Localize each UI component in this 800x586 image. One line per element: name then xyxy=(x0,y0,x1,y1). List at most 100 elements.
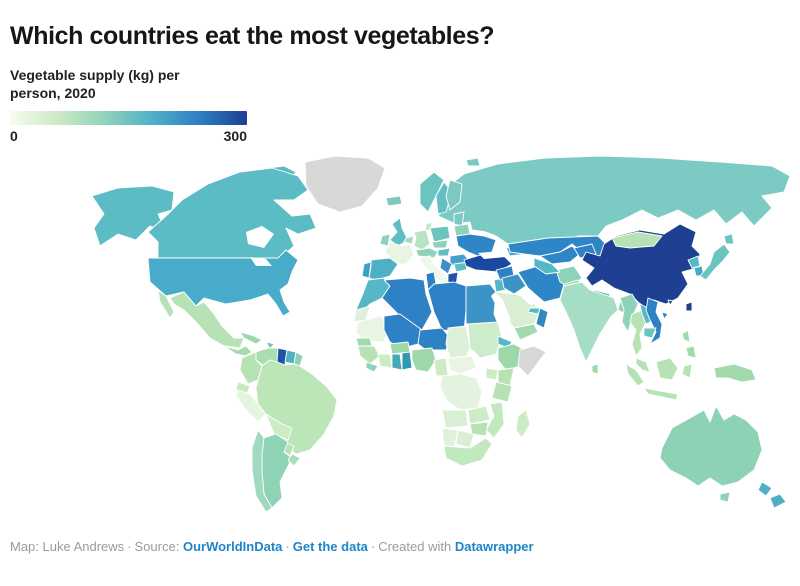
country-guatemala-honduras[interactable] xyxy=(223,345,253,357)
country-japan-hokkaido[interactable] xyxy=(723,233,735,245)
country-zambia[interactable] xyxy=(467,405,491,425)
country-hispaniola[interactable] xyxy=(265,341,275,350)
country-hainan[interactable] xyxy=(661,311,669,320)
country-france[interactable] xyxy=(384,241,415,265)
country-iceland[interactable] xyxy=(385,195,403,207)
chart-container: Which countries eat the most vegetables?… xyxy=(0,0,800,144)
country-uruguay[interactable] xyxy=(287,453,301,467)
legend: Vegetable supply (kg) per person, 2020 0… xyxy=(10,66,786,144)
country-poland[interactable] xyxy=(429,225,451,243)
country-china[interactable] xyxy=(581,223,701,309)
country-namibia[interactable] xyxy=(441,427,459,449)
country-philippines-south[interactable] xyxy=(685,345,697,359)
country-myanmar[interactable] xyxy=(619,293,639,333)
country-bolivia[interactable] xyxy=(265,413,293,441)
country-india[interactable] xyxy=(559,281,619,363)
country-new-guinea[interactable] xyxy=(713,363,757,383)
footer-source-label: Source: xyxy=(134,539,180,555)
country-central-african-republic[interactable] xyxy=(447,355,477,375)
country-sri-lanka[interactable] xyxy=(591,363,599,375)
country-turkmenistan[interactable] xyxy=(533,257,561,275)
country-south-africa[interactable] xyxy=(443,437,493,467)
country-benelux[interactable] xyxy=(403,235,415,245)
country-oman[interactable] xyxy=(535,307,549,329)
country-niger[interactable] xyxy=(417,327,451,351)
legend-title: Vegetable supply (kg) per person, 2020 xyxy=(10,66,180,101)
country-iraq[interactable] xyxy=(501,273,527,295)
country-angola[interactable] xyxy=(441,409,469,429)
country-senegal[interactable] xyxy=(355,337,373,347)
country-ghana[interactable] xyxy=(391,353,403,371)
country-finland[interactable] xyxy=(445,179,463,211)
country-sudan[interactable] xyxy=(467,321,503,359)
country-philippines[interactable] xyxy=(681,329,691,343)
country-new-zealand-south[interactable] xyxy=(769,493,787,509)
country-mongolia[interactable] xyxy=(611,231,663,249)
country-austria-switzerland[interactable] xyxy=(415,247,439,259)
country-mauritania[interactable] xyxy=(355,315,389,343)
country-brazil[interactable] xyxy=(255,359,338,455)
country-indonesia-borneo[interactable] xyxy=(655,357,679,381)
country-peru[interactable] xyxy=(235,389,267,423)
country-dr-congo[interactable] xyxy=(439,373,483,411)
country-new-zealand-north[interactable] xyxy=(757,481,773,497)
country-vietnam[interactable] xyxy=(645,297,663,345)
country-libya[interactable] xyxy=(427,281,467,333)
country-madagascar[interactable] xyxy=(515,409,531,439)
footer-source-link[interactable]: OurWorldInData xyxy=(182,539,283,555)
country-somalia[interactable] xyxy=(517,345,547,377)
country-malaysia[interactable] xyxy=(635,357,651,373)
country-uae-qatar[interactable] xyxy=(527,307,541,315)
country-chile[interactable] xyxy=(251,429,273,513)
country-hong-kong[interactable] xyxy=(667,299,674,306)
country-australia[interactable] xyxy=(659,405,763,487)
country-zimbabwe[interactable] xyxy=(469,421,489,437)
footer-separator: · xyxy=(285,539,290,555)
country-united-kingdom[interactable] xyxy=(389,217,409,247)
country-mozambique[interactable] xyxy=(485,401,505,439)
country-tanzania[interactable] xyxy=(491,381,513,403)
country-czechia-slovakia[interactable] xyxy=(431,239,449,249)
sea-great-lakes xyxy=(250,257,272,267)
country-burkina-faso[interactable] xyxy=(389,341,411,355)
country-svalbard[interactable] xyxy=(465,157,481,167)
country-indonesia-sulawesi[interactable] xyxy=(681,363,693,379)
country-bulgaria[interactable] xyxy=(453,261,469,273)
country-nigeria[interactable] xyxy=(411,347,437,373)
country-tasmania[interactable] xyxy=(719,491,731,503)
country-algeria[interactable] xyxy=(381,277,433,331)
country-french-guiana[interactable] xyxy=(293,351,304,367)
country-russia[interactable] xyxy=(437,155,791,245)
country-hungary[interactable] xyxy=(437,247,451,257)
country-germany[interactable] xyxy=(413,229,431,251)
footer-datawrapper-link[interactable]: Datawrapper xyxy=(454,539,534,555)
country-north-korea[interactable] xyxy=(687,255,701,269)
country-mali[interactable] xyxy=(383,313,423,349)
country-guinea[interactable] xyxy=(357,345,381,365)
country-uganda[interactable] xyxy=(485,367,499,381)
sea-black-sea xyxy=(478,251,506,260)
footer-separator: · xyxy=(127,539,132,555)
country-greenland[interactable] xyxy=(304,155,386,213)
world-map xyxy=(91,155,791,513)
country-togo-benin[interactable] xyxy=(401,351,413,371)
legend-min-label: 0 xyxy=(10,128,18,145)
country-cambodia[interactable] xyxy=(643,327,657,339)
country-japan[interactable] xyxy=(699,243,731,281)
country-indonesia-java[interactable] xyxy=(643,387,679,401)
chart-title: Which countries eat the most vegetables? xyxy=(10,22,495,50)
footer-get-data-link[interactable]: Get the data xyxy=(292,539,368,555)
country-egypt[interactable] xyxy=(465,283,499,325)
country-baltics[interactable] xyxy=(453,211,465,227)
country-cuba[interactable] xyxy=(239,331,263,345)
legend-max-label: 300 xyxy=(223,128,247,145)
country-mexico-baja[interactable] xyxy=(157,289,175,319)
country-yemen[interactable] xyxy=(513,323,539,341)
sea-persian-gulf xyxy=(522,290,536,307)
country-ivory-coast[interactable] xyxy=(377,353,393,369)
country-sierra-leone-liberia[interactable] xyxy=(365,361,379,373)
country-taiwan[interactable] xyxy=(685,301,693,312)
country-canada[interactable] xyxy=(147,167,317,261)
country-indonesia-sumatra[interactable] xyxy=(625,363,645,387)
country-cameroon[interactable] xyxy=(433,357,449,377)
